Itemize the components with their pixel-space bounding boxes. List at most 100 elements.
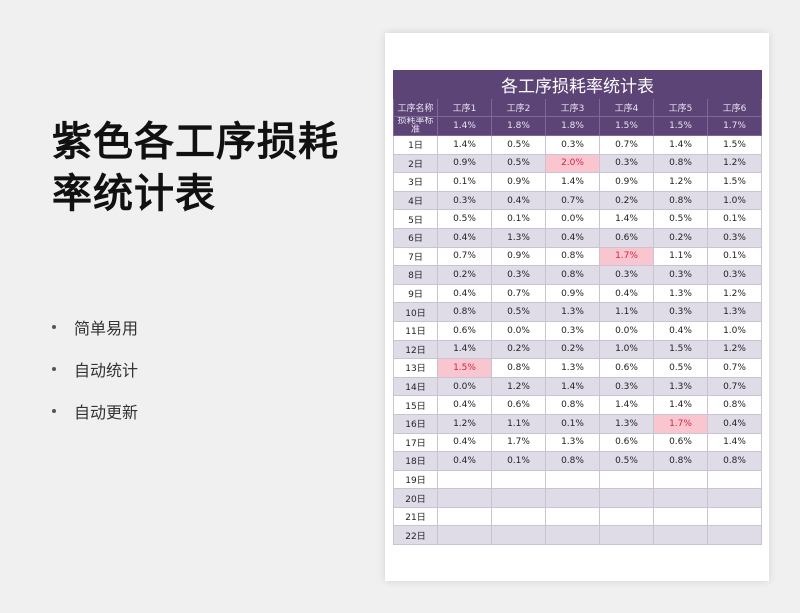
standard-cell: 1.8% bbox=[491, 116, 546, 136]
value-cell: 0.3% bbox=[599, 376, 654, 397]
value-cell: 0.5% bbox=[653, 209, 708, 229]
value-cell bbox=[599, 469, 654, 490]
table-title: 各工序损耗率统计表 bbox=[393, 70, 762, 99]
value-cell: 0.4% bbox=[545, 227, 600, 248]
value-cell: 0.5% bbox=[491, 302, 546, 322]
table-row: 11日 0.6% 0.0% 0.3% 0.0% 0.4% 1.0% bbox=[393, 320, 762, 341]
value-cell: 0.5% bbox=[491, 153, 546, 174]
value-cell: 1.0% bbox=[599, 339, 654, 360]
page-title: 紫色各工序损耗率统计表 bbox=[52, 119, 339, 217]
value-cell: 0.5% bbox=[599, 451, 654, 471]
value-cell: 0.1% bbox=[707, 246, 762, 267]
feature-label: 自动更新 bbox=[74, 403, 139, 422]
value-cell: 1.3% bbox=[653, 376, 708, 397]
value-cell bbox=[545, 506, 600, 527]
value-cell: 0.1% bbox=[707, 209, 762, 229]
table-row: 10日 0.8% 0.5% 1.3% 1.1% 0.3% 1.3% bbox=[393, 302, 762, 322]
value-cell: 0.4% bbox=[437, 227, 492, 248]
value-cell: 1.3% bbox=[491, 227, 546, 248]
value-cell: 1.5% bbox=[707, 172, 762, 192]
column-header-process-name: 工序名称 bbox=[393, 98, 438, 117]
value-cell: 1.1% bbox=[491, 413, 546, 434]
standard-label: 损耗率标准 bbox=[393, 116, 438, 136]
value-cell: 0.1% bbox=[437, 172, 492, 192]
value-cell: 1.3% bbox=[545, 358, 600, 378]
value-cell: 0.3% bbox=[545, 135, 600, 155]
value-cell: 1.4% bbox=[437, 339, 492, 360]
value-cell bbox=[545, 469, 600, 490]
loss-rate-table: 各工序损耗率统计表 工序名称 工序1 工序2 工序3 工序4 工序5 工序6 损耗率标准 1.… bbox=[393, 70, 762, 546]
standard-cell: 1.4% bbox=[437, 116, 492, 136]
value-cell bbox=[437, 525, 492, 546]
day-cell: 20日 bbox=[393, 488, 438, 508]
value-cell: 1.2% bbox=[707, 283, 762, 304]
value-cell: 1.1% bbox=[599, 302, 654, 322]
value-cell: 1.4% bbox=[653, 135, 708, 155]
value-cell: 0.6% bbox=[599, 358, 654, 378]
table-row: 7日 0.7% 0.9% 0.8% 1.7% 1.1% 0.1% bbox=[393, 246, 762, 267]
value-cell: 0.2% bbox=[545, 339, 600, 360]
table-row: 17日 0.4% 1.7% 1.3% 0.6% 0.6% 1.4% bbox=[393, 432, 762, 453]
column-header: 工序1 bbox=[437, 98, 492, 117]
day-cell: 5日 bbox=[393, 209, 438, 229]
value-cell: 1.3% bbox=[653, 283, 708, 304]
value-cell: 0.7% bbox=[707, 358, 762, 378]
day-cell: 10日 bbox=[393, 302, 438, 322]
value-cell bbox=[545, 488, 600, 508]
value-cell: 1.5% bbox=[653, 339, 708, 360]
value-cell: 0.9% bbox=[437, 153, 492, 174]
value-cell: 0.6% bbox=[599, 227, 654, 248]
value-cell: 0.5% bbox=[437, 209, 492, 229]
value-cell: 0.8% bbox=[491, 358, 546, 378]
value-cell: 1.3% bbox=[707, 302, 762, 322]
value-cell: 1.3% bbox=[545, 302, 600, 322]
value-cell: 0.8% bbox=[653, 190, 708, 211]
value-cell: 0.1% bbox=[545, 413, 600, 434]
value-cell bbox=[491, 525, 546, 546]
value-cell: 0.4% bbox=[437, 395, 492, 415]
day-cell: 22日 bbox=[393, 525, 438, 546]
value-cell: 0.4% bbox=[437, 283, 492, 304]
table-row: 6日 0.4% 1.3% 0.4% 0.6% 0.2% 0.3% bbox=[393, 227, 762, 248]
value-cell: 0.8% bbox=[707, 451, 762, 471]
table-row: 22日 bbox=[393, 525, 762, 546]
value-cell bbox=[599, 506, 654, 527]
day-cell: 11日 bbox=[393, 320, 438, 341]
day-cell: 13日 bbox=[393, 358, 438, 378]
day-cell: 1日 bbox=[393, 135, 438, 155]
table-row: 12日 1.4% 0.2% 0.2% 1.0% 1.5% 1.2% bbox=[393, 339, 762, 360]
value-cell: 1.4% bbox=[653, 395, 708, 415]
standard-cell: 1.5% bbox=[653, 116, 708, 136]
table-row: 8日 0.2% 0.3% 0.8% 0.3% 0.3% 0.3% bbox=[393, 265, 762, 285]
table-row: 20日 bbox=[393, 488, 762, 508]
value-cell: 0.5% bbox=[491, 135, 546, 155]
value-cell: 0.2% bbox=[599, 190, 654, 211]
value-cell: 0.6% bbox=[437, 320, 492, 341]
day-cell: 4日 bbox=[393, 190, 438, 211]
value-cell: 1.2% bbox=[707, 339, 762, 360]
standard-cell: 1.8% bbox=[545, 116, 600, 136]
value-cell bbox=[653, 525, 708, 546]
day-cell: 17日 bbox=[393, 432, 438, 453]
value-cell: 0.3% bbox=[599, 265, 654, 285]
table-row: 13日 1.5% 0.8% 1.3% 0.6% 0.5% 0.7% bbox=[393, 358, 762, 378]
column-header: 工序6 bbox=[707, 98, 762, 117]
day-cell: 3日 bbox=[393, 172, 438, 192]
value-cell: 1.4% bbox=[599, 209, 654, 229]
value-cell: 0.9% bbox=[599, 172, 654, 192]
value-cell: 0.3% bbox=[707, 265, 762, 285]
value-cell: 0.6% bbox=[491, 395, 546, 415]
day-cell: 12日 bbox=[393, 339, 438, 360]
value-cell: 1.1% bbox=[653, 246, 708, 267]
value-cell: 0.0% bbox=[437, 376, 492, 397]
value-cell: 0.6% bbox=[653, 432, 708, 453]
value-cell bbox=[491, 469, 546, 490]
day-cell: 16日 bbox=[393, 413, 438, 434]
value-cell: 0.1% bbox=[491, 209, 546, 229]
value-cell: 0.4% bbox=[437, 451, 492, 471]
value-cell: 0.4% bbox=[599, 283, 654, 304]
over-standard-cell: 2.0% bbox=[545, 153, 600, 174]
table-row: 21日 bbox=[393, 506, 762, 527]
table-row: 2日 0.9% 0.5% 2.0% 0.3% 0.8% 1.2% bbox=[393, 153, 762, 174]
value-cell bbox=[437, 469, 492, 490]
